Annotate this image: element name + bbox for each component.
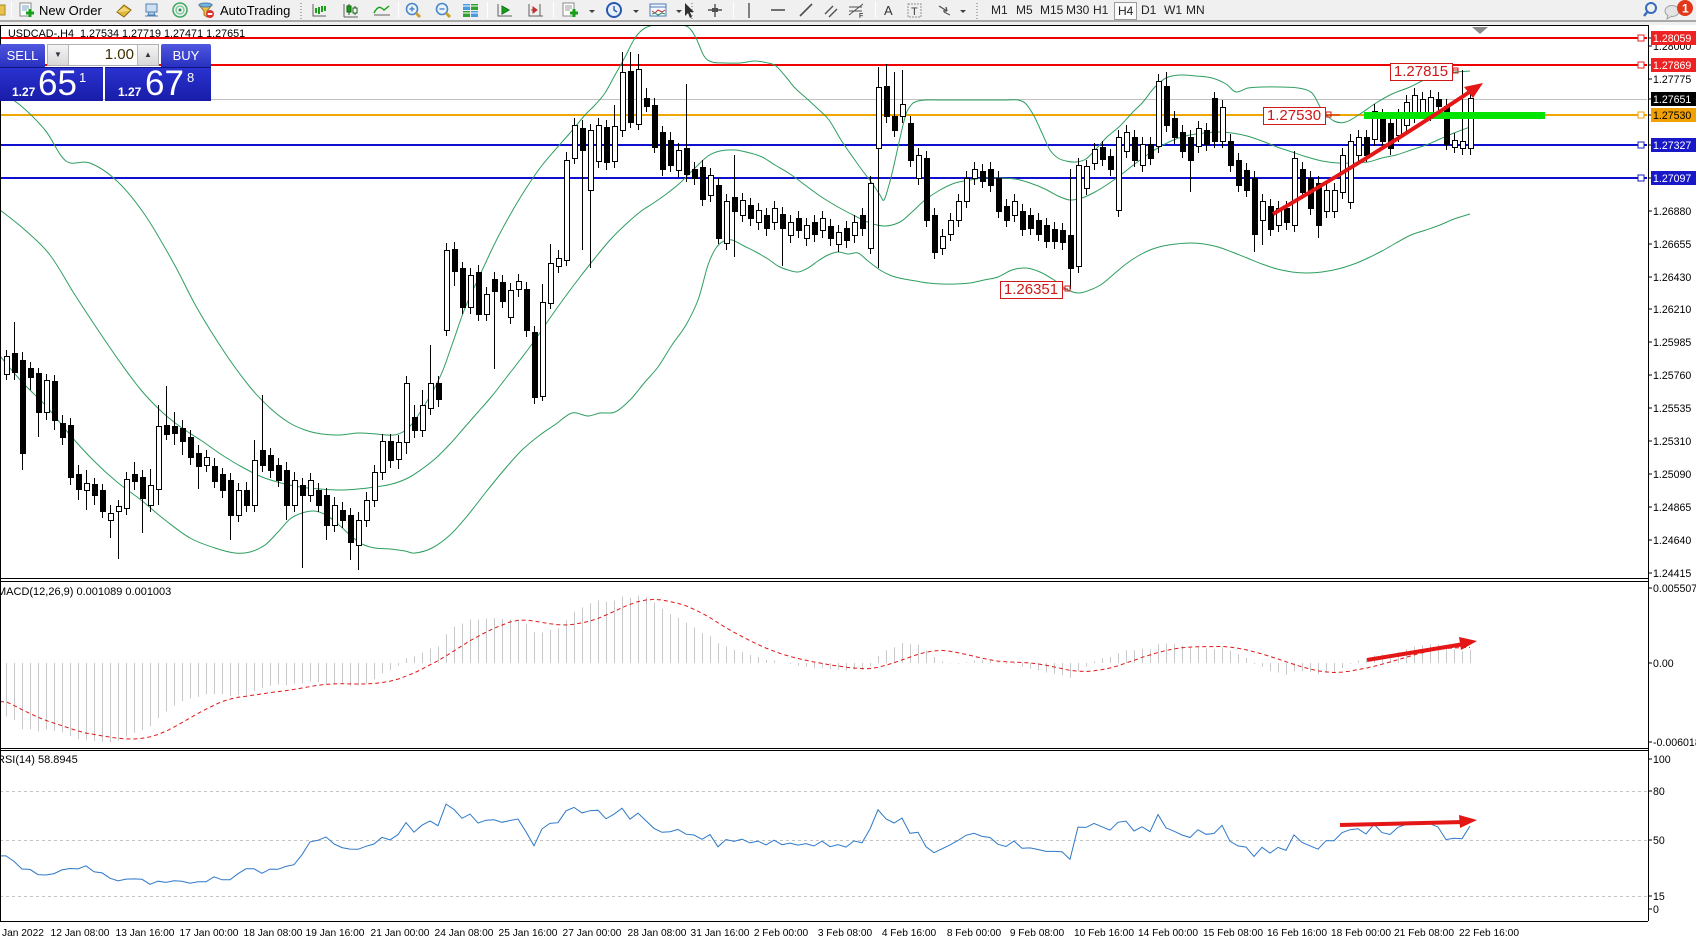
svg-text:1.28059: 1.28059 [1653, 33, 1691, 45]
svg-text:-0.006018: -0.006018 [1653, 737, 1696, 749]
svg-text:27 Jan 00:00: 27 Jan 00:00 [563, 928, 622, 939]
svg-text:1.26430: 1.26430 [1653, 272, 1691, 284]
svg-text:1.25090: 1.25090 [1653, 469, 1691, 481]
svg-text:1.27530: 1.27530 [1267, 107, 1321, 124]
svg-text:22 Feb 16:00: 22 Feb 16:00 [1459, 928, 1519, 939]
svg-text:F: F [859, 13, 863, 19]
svg-text:1.24640: 1.24640 [1653, 535, 1691, 547]
svg-text:0: 0 [1653, 904, 1659, 916]
svg-text:1.24415: 1.24415 [1653, 568, 1691, 580]
svg-text:80: 80 [1653, 786, 1665, 798]
svg-text:1.25760: 1.25760 [1653, 370, 1691, 382]
svg-text:Jan 2022: Jan 2022 [2, 928, 44, 939]
svg-text:1.26880: 1.26880 [1653, 206, 1691, 218]
svg-text:USDCAD-,H4 1.27534 1.27719 1.: USDCAD-,H4 1.27534 1.27719 1.27471 1.276… [8, 28, 245, 40]
svg-text:24 Jan 08:00: 24 Jan 08:00 [435, 928, 494, 939]
svg-text:T: T [911, 6, 918, 18]
svg-text:21 Jan 00:00: 21 Jan 00:00 [371, 928, 430, 939]
svg-text:1.24865: 1.24865 [1653, 502, 1691, 514]
svg-text:12 Jan 08:00: 12 Jan 08:00 [51, 928, 110, 939]
svg-text:1.27327: 1.27327 [1653, 140, 1691, 152]
svg-text:18 Feb 00:00: 18 Feb 00:00 [1331, 928, 1391, 939]
svg-text:2 Feb 00:00: 2 Feb 00:00 [754, 928, 809, 939]
svg-text:13 Jan 16:00: 13 Jan 16:00 [116, 928, 175, 939]
svg-text:1.27097: 1.27097 [1653, 173, 1691, 185]
svg-text:15: 15 [1653, 891, 1665, 903]
svg-text:1.27651: 1.27651 [1653, 94, 1691, 106]
svg-text:4 Feb 16:00: 4 Feb 16:00 [882, 928, 937, 939]
svg-text:1.27530: 1.27530 [1653, 110, 1691, 122]
svg-text:1.27775: 1.27775 [1653, 74, 1691, 86]
svg-text:RSI(14) 58.8945: RSI(14) 58.8945 [0, 754, 78, 766]
svg-text:9 Feb 08:00: 9 Feb 08:00 [1010, 928, 1065, 939]
svg-text:1.27815: 1.27815 [1394, 63, 1448, 80]
svg-text:1.27869: 1.27869 [1653, 60, 1691, 72]
svg-text:1.26351: 1.26351 [1004, 281, 1058, 298]
svg-text:1.25535: 1.25535 [1653, 403, 1691, 415]
svg-text:1.26210: 1.26210 [1653, 304, 1691, 316]
svg-text:0.005507: 0.005507 [1653, 583, 1696, 595]
svg-text:14 Feb 00:00: 14 Feb 00:00 [1138, 928, 1198, 939]
svg-text:1.26655: 1.26655 [1653, 239, 1691, 251]
svg-text:19 Jan 16:00: 19 Jan 16:00 [306, 928, 365, 939]
svg-text:3 Feb 08:00: 3 Feb 08:00 [818, 928, 873, 939]
svg-text:15 Feb 08:00: 15 Feb 08:00 [1203, 928, 1263, 939]
svg-text:0.00: 0.00 [1653, 658, 1674, 670]
svg-text:18 Jan 08:00: 18 Jan 08:00 [244, 928, 303, 939]
svg-text:50: 50 [1653, 835, 1665, 847]
svg-text:MACD(12,26,9) 0.001089 0.00100: MACD(12,26,9) 0.001089 0.001003 [0, 586, 171, 598]
svg-text:8 Feb 00:00: 8 Feb 00:00 [947, 928, 1002, 939]
svg-text:28 Jan 08:00: 28 Jan 08:00 [628, 928, 687, 939]
svg-text:100: 100 [1653, 754, 1671, 766]
svg-text:10 Feb 16:00: 10 Feb 16:00 [1074, 928, 1134, 939]
svg-text:1: 1 [1682, 2, 1689, 16]
svg-text:1.25985: 1.25985 [1653, 337, 1691, 349]
svg-text:31 Jan 16:00: 31 Jan 16:00 [691, 928, 750, 939]
svg-text:25 Jan 16:00: 25 Jan 16:00 [499, 928, 558, 939]
svg-text:16 Feb 16:00: 16 Feb 16:00 [1267, 928, 1327, 939]
svg-text:17 Jan 00:00: 17 Jan 00:00 [180, 928, 239, 939]
svg-text:1.25310: 1.25310 [1653, 436, 1691, 448]
svg-text:21 Feb 08:00: 21 Feb 08:00 [1394, 928, 1454, 939]
